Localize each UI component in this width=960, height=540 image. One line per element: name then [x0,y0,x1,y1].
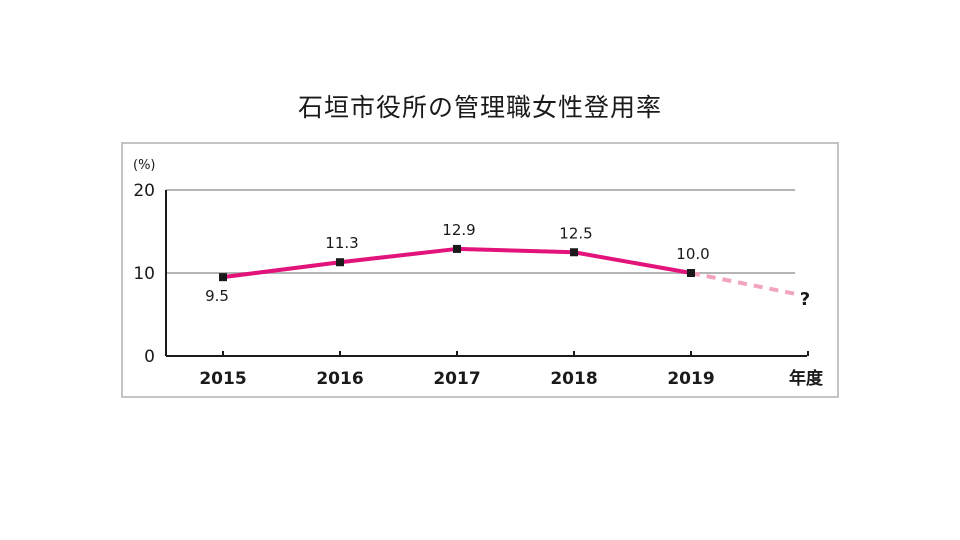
data-point-2016 [336,258,344,266]
projection-label: ? [800,289,810,310]
x-tick-label-2015: 2015 [199,369,246,389]
data-label-2018: 12.5 [559,224,592,242]
data-point-2017 [453,245,461,253]
x-axis-label: 年度 [789,368,824,389]
data-point-2015 [219,273,227,281]
y-tick-label-0: 0 [144,347,155,367]
data-point-2018 [570,248,578,256]
data-label-2017: 12.9 [442,221,475,239]
x-tick-label-2016: 2016 [316,369,363,389]
data-point-2019 [687,269,695,277]
x-tick-label-2017: 2017 [433,369,480,389]
x-tick-label-2018: 2018 [550,369,597,389]
y-tick-label-20: 20 [133,181,155,201]
y-axis-unit: (%) [133,158,156,173]
data-label-2019: 10.0 [676,245,709,263]
data-label-2015: 9.5 [205,287,229,305]
x-tick-label-2019: 2019 [667,369,714,389]
data-label-2016: 11.3 [325,234,358,252]
projection-line [691,273,795,294]
y-tick-label-10: 10 [133,264,155,284]
